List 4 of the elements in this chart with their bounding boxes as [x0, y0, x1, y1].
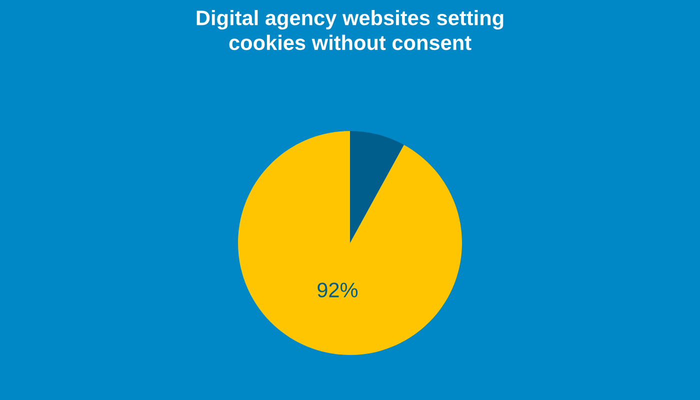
pie-slice: [350, 131, 404, 243]
data-label: 92%: [318, 282, 358, 298]
chart-title: Digital agency websites setting cookies without consent: [196, 10, 504, 50]
pie-slice: [238, 131, 462, 355]
